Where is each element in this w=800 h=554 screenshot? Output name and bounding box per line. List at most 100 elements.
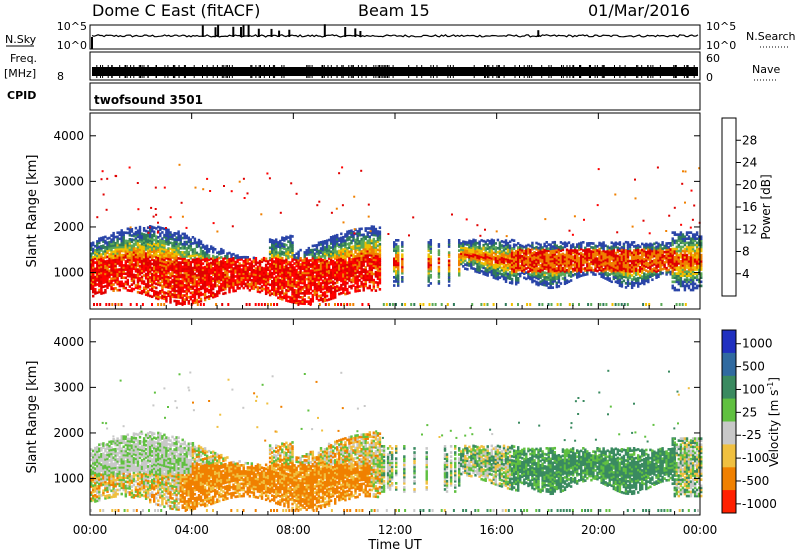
freq-sample bbox=[436, 65, 438, 78]
heat-cell bbox=[268, 258, 272, 262]
heat-cell bbox=[551, 276, 555, 279]
heat-cell bbox=[600, 252, 603, 256]
heat-cell bbox=[258, 280, 262, 284]
heat-cell bbox=[547, 270, 550, 273]
heat-cell bbox=[301, 275, 304, 279]
heat-cell bbox=[466, 263, 469, 267]
heat-cell bbox=[283, 247, 286, 250]
heat-cell bbox=[492, 243, 496, 247]
heat-cell bbox=[364, 247, 367, 251]
heat-cell bbox=[565, 271, 569, 274]
heat-cell bbox=[549, 245, 552, 249]
heat-cell bbox=[203, 296, 207, 300]
heat-cell bbox=[258, 268, 262, 271]
heat-cell bbox=[464, 242, 467, 246]
heat-cell bbox=[181, 242, 184, 246]
heat-cell bbox=[214, 264, 217, 268]
freq-sample bbox=[96, 65, 98, 78]
heat-cell bbox=[358, 256, 361, 260]
heat-cell bbox=[299, 289, 302, 293]
heat-cell bbox=[602, 268, 605, 271]
heat-cell bbox=[478, 265, 481, 268]
heat-cell bbox=[510, 259, 514, 262]
heat-cell bbox=[100, 249, 103, 252]
heat-cell bbox=[313, 293, 317, 297]
heat-cell bbox=[616, 281, 620, 285]
heat-cell bbox=[354, 251, 357, 254]
heat-cell bbox=[161, 231, 164, 234]
heat-cell bbox=[545, 271, 548, 275]
heat-cell bbox=[393, 241, 396, 244]
heat-cell bbox=[360, 284, 363, 288]
heat-cell bbox=[122, 255, 125, 259]
heat-cell bbox=[329, 291, 333, 295]
heat-cell bbox=[620, 260, 624, 264]
nsearch-tick-high: 10^5 bbox=[706, 20, 736, 33]
heat-cell bbox=[207, 268, 211, 272]
heat-cell bbox=[344, 249, 347, 253]
heat-cell bbox=[177, 291, 180, 295]
heat-cell bbox=[275, 238, 278, 242]
heat-cell bbox=[149, 276, 152, 279]
heat-cell bbox=[165, 230, 168, 233]
heat-cell bbox=[264, 263, 268, 267]
heat-cell bbox=[628, 270, 632, 273]
heat-cell bbox=[207, 280, 211, 284]
heat-cell bbox=[262, 283, 266, 287]
heat-cell bbox=[504, 239, 508, 242]
heat-cell bbox=[224, 281, 227, 285]
heat-cell bbox=[397, 251, 400, 254]
heat-cell bbox=[134, 253, 138, 257]
heat-cell bbox=[317, 280, 321, 284]
heat-cell bbox=[102, 264, 105, 268]
heat-cell bbox=[159, 240, 162, 244]
heat-cell bbox=[624, 273, 628, 277]
heat-cell bbox=[519, 250, 522, 253]
heat-cell bbox=[242, 274, 245, 278]
heat-cell bbox=[606, 245, 609, 249]
heat-cell bbox=[104, 276, 107, 280]
heat-cell bbox=[205, 273, 209, 276]
heat-cell bbox=[557, 280, 561, 284]
heat-cell bbox=[395, 280, 398, 283]
heat-cell bbox=[136, 282, 140, 286]
heat-cell bbox=[362, 276, 365, 280]
heat-cell bbox=[161, 245, 164, 249]
heat-cell bbox=[521, 265, 524, 268]
heat-cell bbox=[205, 279, 209, 283]
heat-cell bbox=[151, 285, 154, 288]
heat-cell bbox=[590, 270, 593, 274]
heat-cell bbox=[159, 226, 162, 230]
heat-cell bbox=[340, 261, 343, 264]
heat-cell bbox=[116, 243, 119, 247]
heat-cell bbox=[271, 243, 274, 246]
heat-cell bbox=[128, 272, 132, 276]
heat-cell bbox=[291, 284, 294, 288]
heat-cell bbox=[348, 266, 351, 270]
heat-cell bbox=[334, 267, 337, 271]
heat-cell bbox=[281, 275, 284, 278]
heat-cell bbox=[561, 258, 565, 262]
heat-cell bbox=[210, 288, 213, 292]
heat-cell bbox=[372, 225, 376, 229]
heat-cell bbox=[512, 245, 516, 249]
heat-cell bbox=[197, 296, 201, 299]
heat-cell bbox=[205, 263, 209, 266]
heat-cell bbox=[124, 256, 128, 259]
heat-cell bbox=[311, 254, 315, 258]
heat-cell bbox=[122, 266, 125, 269]
heat-cell bbox=[218, 252, 221, 256]
heat-cell bbox=[151, 229, 154, 233]
heat-cell bbox=[476, 260, 479, 264]
heat-cell bbox=[169, 259, 172, 263]
heat-cell bbox=[138, 285, 142, 288]
heat-cell bbox=[289, 281, 292, 285]
heat-cell bbox=[580, 251, 583, 255]
heat-cell bbox=[183, 244, 186, 248]
heat-cell bbox=[616, 271, 620, 274]
heat-cell bbox=[460, 246, 463, 249]
heat-cell bbox=[187, 263, 191, 266]
heat-cell bbox=[360, 282, 363, 286]
heat-cell bbox=[578, 246, 581, 250]
heat-cell bbox=[352, 272, 355, 275]
